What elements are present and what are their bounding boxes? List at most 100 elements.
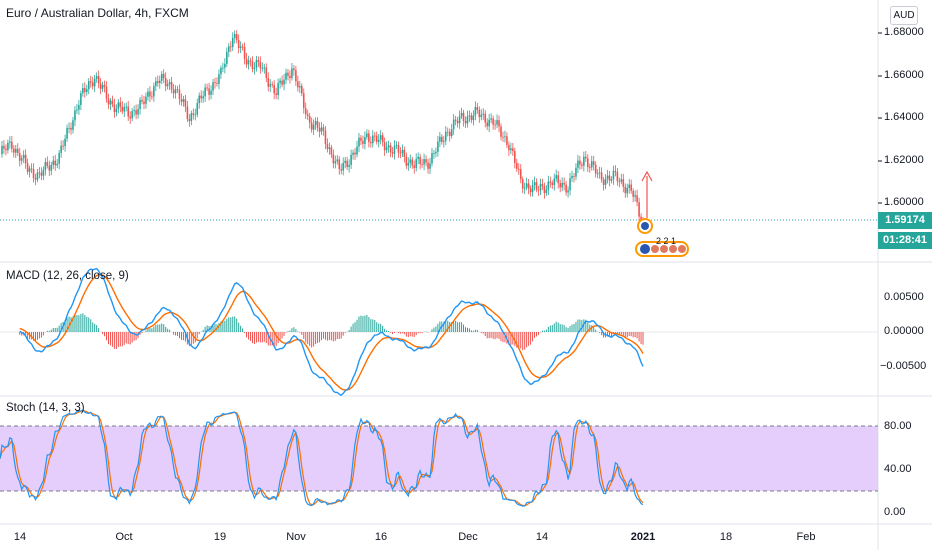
time-tick: Dec (458, 531, 478, 543)
macd-line (19, 267, 644, 397)
candle-body (158, 80, 161, 84)
candle-body (277, 83, 279, 95)
bar-countdown-label: 01:28:41 (878, 232, 932, 249)
chart-title[interactable]: Euro / Australian Dollar, 4h, FXCM (6, 6, 189, 20)
candle-body (220, 67, 222, 75)
candle-body (206, 87, 208, 89)
candle-body (293, 68, 295, 71)
marker-label: 2 2 1 (656, 236, 677, 246)
candle-body (291, 68, 293, 78)
candle-body (328, 147, 331, 149)
candle-body (182, 99, 185, 102)
candle-body (241, 46, 244, 48)
candle-body (563, 182, 565, 185)
candle-body (383, 142, 386, 151)
candle-body (273, 84, 275, 94)
candle-body (164, 78, 167, 87)
candle-body (557, 175, 560, 184)
stoch-title[interactable]: Stoch (14, 3, 3) (6, 402, 85, 414)
candle-body (356, 146, 358, 155)
candle-body (425, 159, 427, 163)
stoch-tick: 40.00 (884, 463, 912, 475)
candle-body (539, 184, 542, 191)
candle-body (565, 184, 567, 193)
candle-body (571, 176, 573, 179)
candle-body (395, 145, 398, 146)
candle-body (547, 181, 550, 190)
candle-body (156, 81, 159, 84)
event-markers[interactable] (635, 218, 689, 257)
candle-body (537, 189, 540, 191)
macd-title[interactable]: MACD (12, 26, close, 9) (6, 270, 129, 282)
candle-body (577, 160, 579, 168)
candle-body (490, 118, 492, 120)
candle-body (44, 162, 47, 170)
candle-body (502, 136, 504, 138)
stoch-tick: 0.00 (884, 506, 906, 518)
candle-body (147, 91, 149, 97)
candle-body (20, 158, 23, 161)
candle-body (600, 172, 603, 180)
candle-body (127, 106, 130, 117)
candle-body (512, 148, 514, 152)
time-tick: Feb (796, 531, 816, 543)
candle-body (62, 145, 64, 147)
candle-body (421, 164, 423, 165)
candle-body (527, 183, 530, 189)
candle-body (117, 102, 120, 109)
candle-body (375, 135, 378, 142)
price-tick: 1.64000 (884, 111, 924, 123)
candle-body (626, 188, 629, 194)
price-tick: 1.60000 (884, 196, 924, 208)
candle-body (52, 160, 55, 165)
candle-body (14, 148, 17, 153)
candle-body (302, 93, 305, 109)
candle-body (429, 163, 431, 169)
candle-body (271, 84, 274, 85)
candle-body (533, 182, 536, 186)
candle-body (308, 115, 311, 123)
candle-body (316, 121, 319, 128)
candle-body (482, 113, 485, 115)
candle-body (460, 112, 463, 117)
candle-body (170, 82, 173, 90)
time-tick: 2021 (630, 531, 656, 543)
candle-body (299, 85, 301, 88)
candle-body (218, 74, 220, 84)
candle-body (411, 159, 414, 166)
candle-body (267, 78, 270, 87)
candle-body (348, 164, 350, 167)
candle-body (352, 152, 354, 155)
currency-button[interactable]: AUD (890, 6, 918, 25)
candle-body (488, 119, 490, 127)
candle-body (332, 154, 335, 164)
candle-body (517, 168, 520, 170)
candle-body (26, 163, 29, 172)
last-price-label: 1.59174 (878, 212, 932, 229)
candle-body (379, 135, 382, 140)
candle-body (496, 120, 498, 125)
candle-body (30, 168, 33, 170)
macd-signal-line (19, 274, 644, 391)
candle-body (350, 154, 352, 165)
candle-body (506, 136, 508, 146)
candle-body (145, 96, 147, 104)
candle-body (616, 172, 619, 182)
candle-body (381, 135, 384, 143)
candle-body (312, 124, 315, 130)
price-axis-ticks (878, 32, 882, 204)
candle-body (184, 99, 187, 107)
candle-body (602, 179, 605, 185)
candle-body (178, 89, 181, 100)
candle-body (5, 148, 7, 151)
arrow-annotation[interactable] (641, 170, 653, 218)
candle-body (253, 67, 256, 69)
candle-body (336, 159, 339, 162)
candle-body (504, 136, 506, 138)
candle-body (585, 156, 587, 159)
candle-body (22, 154, 25, 159)
candle-body (310, 122, 313, 130)
candle-body (247, 60, 250, 65)
candle-body (529, 188, 532, 193)
